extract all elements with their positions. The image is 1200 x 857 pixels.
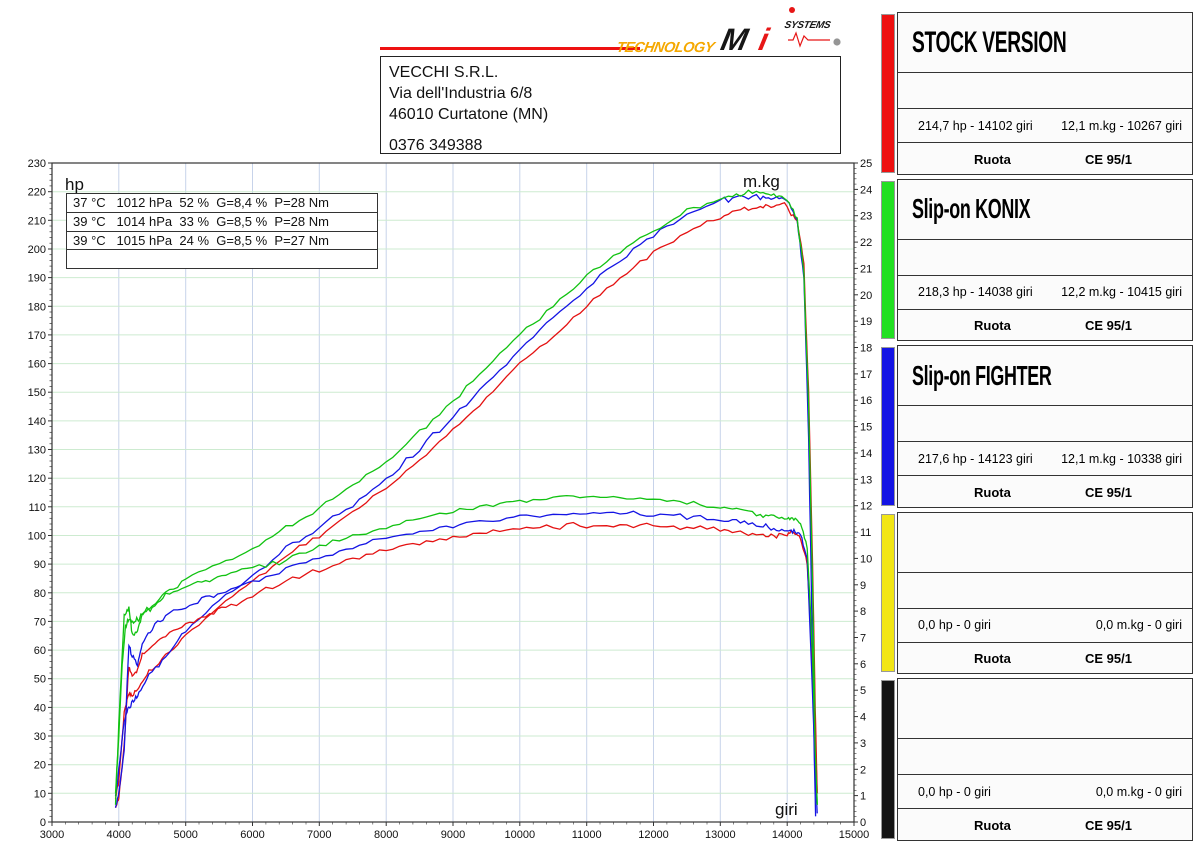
svg-text:1: 1 bbox=[860, 791, 866, 803]
svg-text:60: 60 bbox=[34, 645, 46, 657]
svg-text:6000: 6000 bbox=[240, 829, 264, 841]
svg-text:200: 200 bbox=[28, 244, 46, 256]
svg-text:22: 22 bbox=[860, 237, 872, 249]
svg-text:16: 16 bbox=[860, 395, 872, 407]
svg-text:180: 180 bbox=[28, 301, 46, 313]
svg-text:130: 130 bbox=[28, 445, 46, 457]
svg-text:9000: 9000 bbox=[441, 829, 465, 841]
svg-text:100: 100 bbox=[28, 531, 46, 543]
svg-text:20: 20 bbox=[860, 290, 872, 302]
svg-text:150: 150 bbox=[28, 387, 46, 399]
svg-text:7000: 7000 bbox=[307, 829, 331, 841]
svg-text:5000: 5000 bbox=[173, 829, 197, 841]
svg-text:4000: 4000 bbox=[107, 829, 131, 841]
svg-text:11: 11 bbox=[860, 527, 871, 539]
svg-text:8000: 8000 bbox=[374, 829, 398, 841]
svg-text:70: 70 bbox=[34, 616, 46, 628]
svg-text:5: 5 bbox=[860, 685, 866, 697]
svg-text:50: 50 bbox=[34, 674, 46, 686]
svg-text:10: 10 bbox=[860, 553, 872, 565]
svg-text:4: 4 bbox=[860, 712, 866, 724]
svg-text:80: 80 bbox=[34, 588, 46, 600]
svg-text:170: 170 bbox=[28, 330, 46, 342]
svg-text:0: 0 bbox=[860, 817, 866, 829]
svg-text:12000: 12000 bbox=[638, 829, 669, 841]
svg-text:7: 7 bbox=[860, 633, 866, 645]
svg-text:giri: giri bbox=[775, 800, 798, 819]
svg-text:15000: 15000 bbox=[839, 829, 870, 841]
svg-text:190: 190 bbox=[28, 273, 46, 285]
svg-text:2: 2 bbox=[860, 764, 866, 776]
svg-text:17: 17 bbox=[860, 369, 872, 381]
svg-text:8: 8 bbox=[860, 606, 866, 618]
svg-text:110: 110 bbox=[28, 502, 46, 514]
svg-text:18: 18 bbox=[860, 343, 872, 355]
svg-text:13: 13 bbox=[860, 474, 872, 486]
svg-text:15: 15 bbox=[860, 422, 872, 434]
svg-text:23: 23 bbox=[860, 211, 872, 223]
svg-text:19: 19 bbox=[860, 316, 872, 328]
svg-text:120: 120 bbox=[28, 473, 46, 485]
svg-text:20: 20 bbox=[34, 760, 46, 772]
svg-text:12: 12 bbox=[860, 501, 872, 513]
svg-text:230: 230 bbox=[28, 158, 46, 170]
svg-text:90: 90 bbox=[34, 559, 46, 571]
svg-text:6: 6 bbox=[860, 659, 866, 671]
svg-text:0: 0 bbox=[40, 817, 46, 829]
svg-text:9: 9 bbox=[860, 580, 866, 592]
svg-text:25: 25 bbox=[860, 158, 872, 170]
svg-text:hp: hp bbox=[65, 175, 84, 194]
svg-text:14: 14 bbox=[860, 448, 872, 460]
svg-text:10000: 10000 bbox=[505, 829, 536, 841]
svg-text:13000: 13000 bbox=[705, 829, 736, 841]
svg-text:140: 140 bbox=[28, 416, 46, 428]
svg-text:14000: 14000 bbox=[772, 829, 803, 841]
svg-text:24: 24 bbox=[860, 184, 872, 196]
svg-text:21: 21 bbox=[860, 263, 872, 275]
svg-text:210: 210 bbox=[28, 215, 46, 227]
svg-text:11000: 11000 bbox=[572, 829, 602, 841]
svg-text:3: 3 bbox=[860, 738, 866, 750]
svg-text:3000: 3000 bbox=[40, 829, 64, 841]
svg-text:40: 40 bbox=[34, 702, 46, 714]
svg-text:220: 220 bbox=[28, 187, 46, 199]
svg-text:10: 10 bbox=[34, 788, 46, 800]
svg-text:160: 160 bbox=[28, 359, 46, 371]
svg-text:m.kg: m.kg bbox=[743, 172, 780, 191]
svg-text:30: 30 bbox=[34, 731, 46, 743]
